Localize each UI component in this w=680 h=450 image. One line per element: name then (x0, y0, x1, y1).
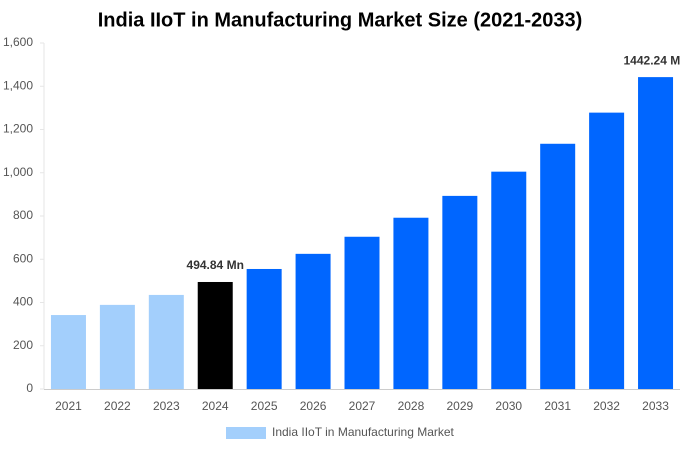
x-tick-label: 2030 (495, 399, 522, 413)
y-tick-label: 600 (13, 251, 33, 265)
bar (491, 171, 527, 389)
bar (99, 304, 135, 389)
legend-swatch (226, 427, 266, 439)
x-tick-label: 2025 (251, 399, 278, 413)
y-tick-label: 400 (13, 295, 33, 309)
x-tick-label: 2028 (398, 399, 425, 413)
bar (442, 195, 478, 389)
bar (246, 268, 282, 389)
chart-title: India IIoT in Manufacturing Market Size … (98, 9, 583, 31)
y-tick-label: 800 (13, 208, 33, 222)
x-tick-label: 2021 (55, 399, 82, 413)
value-label: 1442.24 Mn (624, 53, 680, 67)
bar (50, 315, 86, 389)
bar (589, 112, 625, 389)
bar (540, 143, 576, 389)
y-tick-label: 1,200 (3, 122, 33, 136)
y-tick-label: 0 (26, 381, 33, 395)
x-tick-label: 2031 (544, 399, 571, 413)
y-tick-label: 1,600 (3, 35, 33, 49)
x-tick-label: 2032 (593, 399, 620, 413)
y-tick-label: 1,400 (3, 78, 33, 92)
x-tick-label: 2027 (349, 399, 376, 413)
x-tick-label: 2023 (153, 399, 180, 413)
y-tick-label: 1,000 (3, 165, 33, 179)
value-label: 494.84 Mn (187, 258, 244, 272)
x-tick-label: 2029 (446, 399, 473, 413)
bar (148, 294, 184, 389)
x-tick-label: 2033 (642, 399, 669, 413)
bar (344, 236, 380, 389)
bar (197, 281, 233, 389)
bar (393, 217, 429, 389)
legend-label: India IIoT in Manufacturing Market (272, 425, 455, 439)
x-tick-label: 2026 (300, 399, 327, 413)
y-tick-label: 200 (13, 338, 33, 352)
x-tick-label: 2024 (202, 399, 229, 413)
bar (295, 253, 331, 389)
bar (638, 77, 674, 389)
x-tick-label: 2022 (104, 399, 131, 413)
